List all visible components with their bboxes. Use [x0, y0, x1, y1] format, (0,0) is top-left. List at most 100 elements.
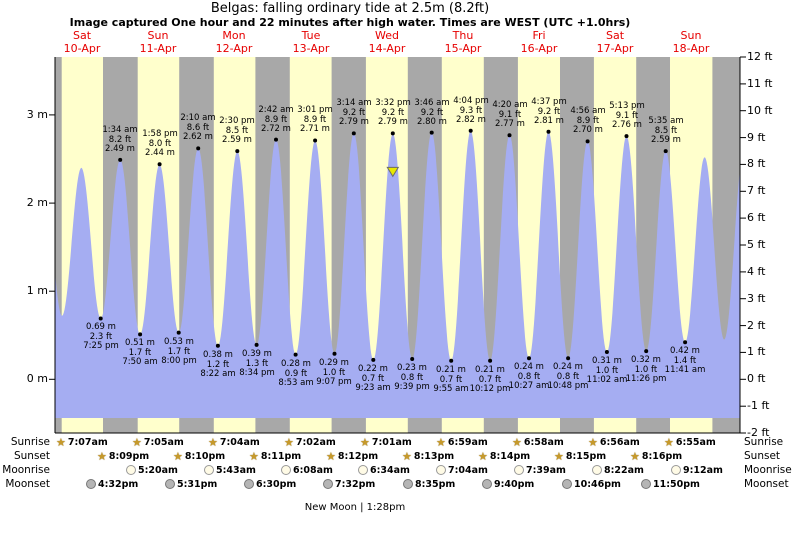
sunrise-event: ★ 7:02am	[284, 436, 336, 448]
tide-label-line: 0.51 m	[125, 338, 155, 348]
y-axis-label-meters: 3 m	[26, 108, 48, 121]
tide-label-line: 2.77 m	[495, 119, 525, 129]
day-date: 14-Apr	[368, 41, 406, 55]
y-axis-label-meters: 0 m	[26, 372, 48, 385]
moonset-event: 11:50pm	[641, 478, 700, 490]
sunset-star-icon: ★	[630, 449, 640, 463]
sunrise-event: ★ 6:55am	[664, 436, 716, 448]
tide-label-line: 0.38 m	[203, 350, 233, 360]
day-name: Fri	[532, 29, 546, 42]
tide-label-line: 2.71 m	[300, 124, 330, 134]
tide-low-label: 0.31 m 1.0 ft 11:02 am	[587, 356, 628, 386]
day-date: 17-Apr	[596, 41, 634, 55]
day-name: Wed	[375, 29, 399, 42]
y-axis-label-feet: -2 ft	[747, 426, 770, 439]
tide-high-label: 3:01 pm 8.9 ft 2.71 m	[297, 105, 332, 135]
tide-label-line: 8.0 ft	[148, 138, 172, 149]
tide-extreme-dot	[215, 343, 220, 348]
tide-high-label: 1:34 am 8.2 ft 2.49 m	[102, 125, 138, 155]
tide-extreme-dot	[313, 138, 318, 143]
moonset-time: 4:32pm	[98, 478, 139, 490]
sunset-event: ★ 8:14pm	[478, 450, 530, 462]
tide-low-label: 0.38 m 1.2 ft 8:22 am	[200, 350, 236, 380]
moonrise-moon-icon	[358, 465, 368, 475]
y-axis-label-feet: 9 ft	[747, 131, 766, 144]
tide-label-line: 1.7 ft	[128, 347, 152, 358]
tide-label-line: 0.8 ft	[517, 371, 541, 382]
sunrise-time: 7:01am	[371, 436, 412, 448]
moonset-time: 11:50pm	[653, 478, 700, 490]
tide-high-label: 3:46 am 9.2 ft 2.80 m	[414, 98, 450, 128]
moonset-moon-icon	[323, 479, 333, 489]
tide-label-line: 0.22 m	[358, 364, 388, 374]
day-name: Sun	[147, 29, 169, 42]
tide-label-line: 1.7 ft	[167, 346, 191, 357]
sunrise-time: 7:07am	[67, 436, 108, 448]
tide-curve-area	[55, 130, 740, 418]
current-time-marker	[386, 166, 400, 178]
tide-label-line: 11:41 am	[664, 365, 706, 375]
sunrise-star-icon: ★	[436, 435, 446, 449]
sunrise-star-icon: ★	[284, 435, 294, 449]
tide-label-line: 4:04 pm	[453, 96, 489, 106]
tide-extreme-dot	[390, 131, 395, 136]
moonrise-row-label-left: Moonrise	[2, 464, 50, 476]
tide-label-line: 0.29 m	[319, 358, 349, 368]
day-date: 11-Apr	[139, 41, 177, 55]
tide-low-label: 0.24 m 0.8 ft 10:48 pm	[547, 362, 589, 392]
moonset-time: 9:40pm	[494, 478, 535, 490]
sunrise-event: ★ 7:01am	[360, 436, 412, 448]
tide-extreme-dot	[585, 139, 590, 144]
tide-high-label: 4:20 am 9.1 ft 2.77 m	[492, 100, 527, 130]
tide-label-line: 9:07 pm	[316, 377, 352, 387]
sunrise-time: 6:55am	[675, 436, 716, 448]
tide-label-line: 1:34 am	[102, 125, 138, 135]
moonrise-time: 7:04am	[448, 464, 488, 476]
moonset-event: 7:32pm	[323, 478, 375, 490]
tide-label-line: 8:22 am	[200, 369, 236, 379]
moonset-moon-icon	[641, 479, 651, 489]
tide-label-line: 9.1 ft	[615, 110, 639, 121]
tide-low-label: 0.22 m 0.7 ft 9:23 am	[355, 364, 390, 394]
tide-low-label: 0.21 m 0.7 ft 9:55 am	[433, 365, 469, 395]
moonset-moon-icon	[403, 479, 413, 489]
tide-label-line: 3:46 am	[414, 98, 450, 108]
moonrise-event: 7:04am	[436, 464, 488, 476]
moonset-time: 8:35pm	[415, 478, 456, 490]
day-name: Sun	[680, 29, 702, 42]
sunrise-event: ★ 6:58am	[512, 436, 564, 448]
tide-label-line: 7:25 pm	[83, 341, 119, 351]
y-axis-label-feet: 6 ft	[747, 211, 766, 224]
tide-label-line: 2:42 am	[258, 105, 294, 115]
tide-label-line: 8:00 pm	[161, 356, 197, 366]
tide-label-line: 2.62 m	[183, 132, 213, 142]
tide-low-label: 0.29 m 1.0 ft 9:07 pm	[316, 358, 352, 388]
day-date: 13-Apr	[292, 41, 330, 55]
y-axis-label-feet: 1 ft	[747, 345, 766, 358]
tide-label-line: 9.3 ft	[459, 105, 483, 116]
tide-label-line: 10:48 pm	[547, 381, 589, 391]
tide-label-line: 0.7 ft	[478, 374, 502, 385]
sunset-event: ★ 8:10pm	[173, 450, 225, 462]
sunrise-event: ★ 7:05am	[132, 436, 184, 448]
tide-low-label: 0.42 m 1.4 ft 11:41 am	[664, 346, 706, 376]
moonset-event: 10:46pm	[562, 478, 621, 490]
moonrise-event: 9:12am	[671, 464, 723, 476]
tide-label-line: 0.7 ft	[439, 374, 463, 385]
moonrise-event: 6:34am	[358, 464, 410, 476]
tide-label-line: 1:58 pm	[142, 129, 178, 139]
sunset-time: 8:11pm	[260, 450, 302, 462]
tide-low-label: 0.51 m 1.7 ft 7:50 am	[122, 338, 157, 368]
day-name: Sat	[72, 29, 92, 42]
day-date: 18-Apr	[672, 41, 710, 55]
tide-label-line: 3:14 am	[336, 98, 372, 108]
sunset-event: ★ 8:09pm	[97, 450, 149, 462]
sunset-event: ★ 8:12pm	[326, 450, 378, 462]
tide-label-line: 8.5 ft	[225, 125, 249, 136]
tide-extreme-dot	[410, 357, 415, 361]
tide-label-line: 0.69 m	[86, 322, 116, 332]
tide-label-line: 9:55 am	[433, 384, 469, 394]
tide-low-label: 0.28 m 0.9 ft 8:53 am	[278, 359, 313, 389]
sunset-event: ★ 8:15pm	[554, 450, 606, 462]
